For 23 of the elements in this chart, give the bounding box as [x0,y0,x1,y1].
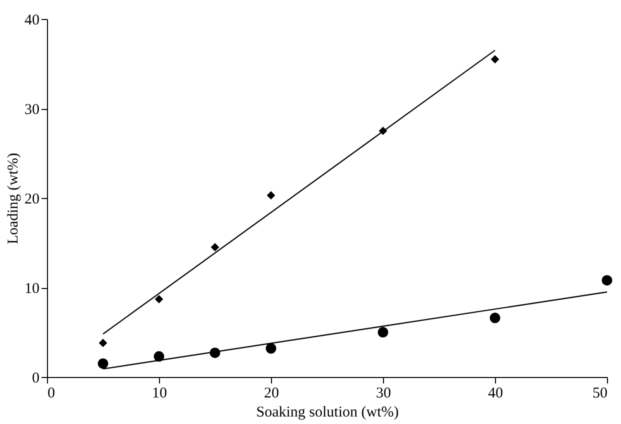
y-axis-title: Loading (wt%) [6,152,22,244]
point [266,191,276,200]
x-tick-label: 50 [592,386,608,402]
point [98,338,108,348]
point [98,358,108,369]
x-tick-label: 40 [488,386,503,402]
y-tick-label: 10 [24,281,40,297]
x-tick-label: 30 [376,386,391,402]
x-tick-label: 0 [48,386,55,402]
x-tick-label: 10 [152,386,167,402]
y-tick-label: 40 [24,12,40,28]
point [210,243,220,252]
y-tick-label: 20 [24,192,40,208]
y-tick-label: 30 [24,102,40,118]
x-axis-title: Soaking solution (wt%) [256,404,399,420]
x-tick-label: 20 [264,386,279,402]
point [602,275,612,286]
point [266,343,276,354]
y-tick-label: 0 [32,370,40,386]
point [378,327,388,338]
point [154,294,164,304]
point [490,55,500,64]
point [490,312,500,324]
